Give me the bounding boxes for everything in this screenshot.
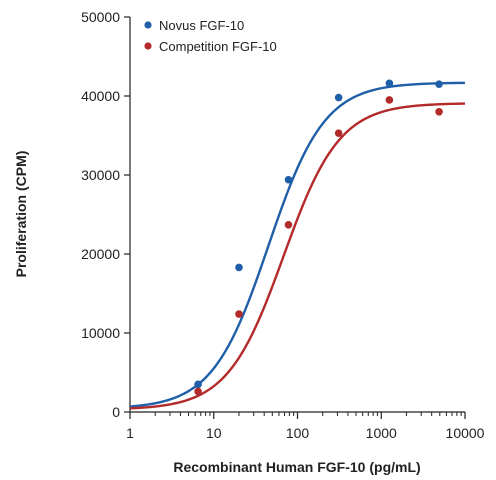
data-point-series-1 — [435, 108, 443, 116]
legend-label-novus: Novus FGF-10 — [159, 18, 244, 33]
axes — [129, 17, 465, 413]
fit-curve-0 — [129, 81, 466, 408]
y-tick-label: 0 — [112, 404, 120, 420]
x-tick-label: 10 — [206, 425, 222, 441]
fit-curve-1 — [129, 102, 466, 410]
data-point-series-1 — [284, 220, 293, 229]
data-point-series-1 — [194, 387, 202, 396]
y-tick-label: 30000 — [81, 167, 120, 183]
fit-curves — [129, 81, 466, 410]
x-ticks: 1 10 100 1000 10000 — [126, 412, 485, 441]
data-points — [194, 79, 443, 396]
y-axis-label: Proliferation (CPM) — [13, 151, 29, 278]
data-point-series-0 — [385, 79, 394, 88]
data-point-series-0 — [235, 263, 243, 272]
legend-marker-competition — [144, 42, 152, 50]
data-point-series-0 — [284, 175, 293, 184]
x-tick-label: 1000 — [366, 425, 397, 441]
x-tick-label: 100 — [286, 425, 310, 441]
y-ticks: 0 10000 20000 30000 40000 50000 — [81, 9, 130, 420]
legend-label-competition: Competition FGF-10 — [159, 39, 277, 54]
y-tick-label: 50000 — [81, 9, 120, 25]
x-tick-label: 1 — [126, 425, 134, 441]
legend: Novus FGF-10 Competition FGF-10 — [144, 18, 277, 54]
y-tick-label: 10000 — [81, 325, 120, 341]
x-tick-label: 10000 — [446, 425, 485, 441]
data-point-series-1 — [334, 129, 343, 137]
y-tick-label: 40000 — [81, 88, 120, 104]
legend-marker-novus — [144, 21, 152, 29]
data-point-series-0 — [194, 380, 202, 389]
data-point-series-1 — [385, 96, 394, 104]
x-axis-label: Recombinant Human FGF-10 (pg/mL) — [173, 459, 420, 475]
data-point-series-0 — [435, 80, 443, 88]
data-point-series-1 — [235, 310, 243, 318]
data-point-series-0 — [334, 93, 343, 102]
y-tick-label: 20000 — [81, 246, 120, 262]
